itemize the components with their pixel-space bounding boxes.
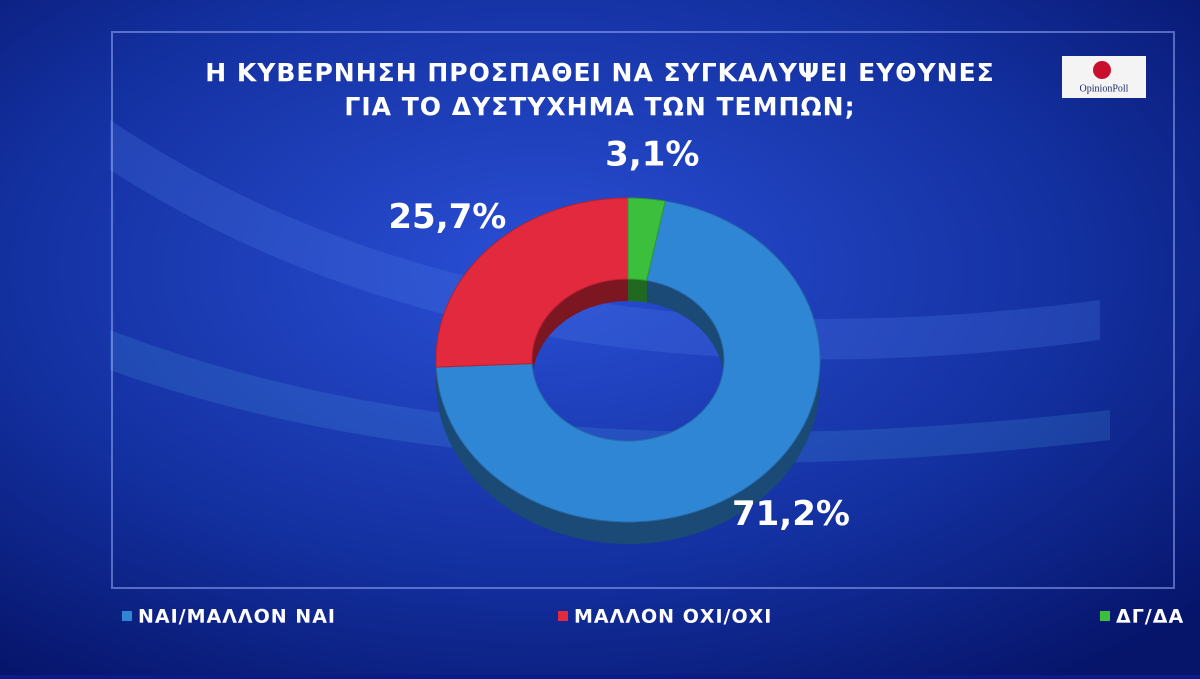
legend-swatch xyxy=(1100,611,1110,621)
legend-label: ΝΑΙ/ΜΑΛΛΟΝ ΝΑΙ xyxy=(138,606,336,628)
legend-swatch xyxy=(122,611,132,621)
donut xyxy=(435,197,821,544)
decor-swoosh xyxy=(110,330,1110,464)
logo-mark xyxy=(1093,61,1111,79)
legend-swatch xyxy=(558,611,568,621)
slice xyxy=(435,200,821,523)
chart-title: Η ΚΥΒΕΡΝΗΣΗ ΠΡΟΣΠΑΘΕΙ ΝΑ ΣΥΓΚΑΛΥΨΕΙ ΕΥΘΥ… xyxy=(205,58,994,87)
legend-label: ΔΓ/ΔΑ xyxy=(1116,606,1184,628)
legend-label: ΜΑΛΛΟΝ ΟΧΙ/ΟΧΙ xyxy=(574,606,772,628)
value-label: 25,7% xyxy=(388,197,506,237)
chart-title: ΓΙΑ ΤΟ ΔΥΣΤΥΧΗΜΑ ΤΩΝ ΤΕΜΠΩΝ; xyxy=(344,92,855,121)
decor-swoosh xyxy=(110,120,1100,360)
slice xyxy=(435,197,629,368)
logo: OpinionPoll xyxy=(1080,83,1129,94)
value-label: 71,2% xyxy=(732,494,850,534)
slice xyxy=(627,197,666,282)
panel xyxy=(111,31,1175,589)
value-label: 3,1% xyxy=(605,134,699,174)
